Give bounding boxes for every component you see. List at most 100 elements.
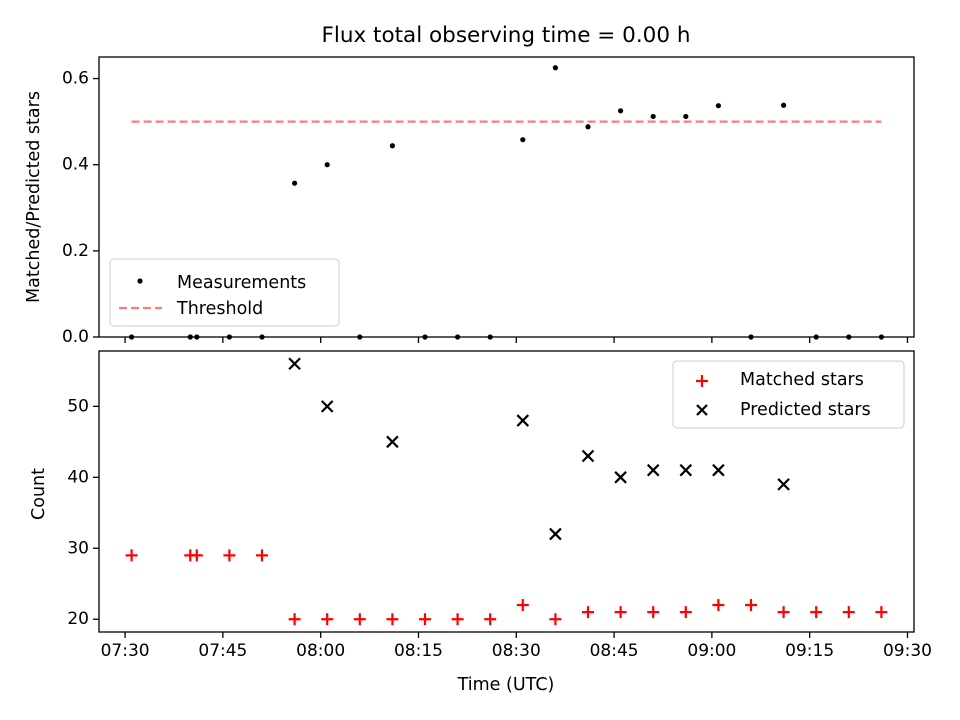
matched-stars-point	[321, 613, 334, 626]
bottom-y-axis-label: Count	[29, 468, 49, 520]
matched-stars-point	[810, 606, 823, 619]
matched-stars-point	[614, 606, 627, 619]
predicted-stars-point	[549, 527, 562, 541]
chart-title: Flux total observing time = 0.00 h	[322, 23, 691, 48]
top-y-axis-label: Matched/Predicted stars	[24, 91, 44, 303]
bottom-y-tick-label: 50	[67, 396, 89, 416]
predicted-stars-point	[679, 463, 693, 477]
top-axes: 0.0 0.2 0.4 0.6 Matched/Predicted stars Mea…	[24, 56, 915, 347]
bottom-plot-frame	[98, 350, 915, 633]
legend-measurements-marker	[137, 278, 143, 284]
measurement-point	[422, 334, 428, 340]
predicted-stars-point	[614, 471, 627, 484]
bottom-y-tick-label: 20	[67, 609, 89, 629]
matched-stars-point	[256, 549, 268, 562]
measurement-point	[683, 113, 689, 120]
matched-stars-point	[582, 606, 594, 619]
top-y-tick-label: 0.4	[62, 155, 89, 175]
measurement-point	[357, 334, 363, 340]
x-tick-label-09-00: 09:00	[687, 641, 736, 661]
measurement-point	[748, 334, 754, 340]
legend-matched-marker	[696, 375, 708, 387]
x-tick-label-08-00: 08:00	[296, 641, 345, 661]
measurement-point	[259, 334, 265, 340]
bottom-y-ticks: 20 30 40 50	[67, 396, 99, 629]
top-y-tick-label: 0.2	[62, 241, 89, 261]
top-y-ticks: 0.0 0.2 0.4 0.6	[62, 69, 99, 347]
measurement-point	[650, 113, 656, 120]
bottom-y-tick-label: 30	[67, 538, 89, 558]
x-tick-label-09-15: 09:15	[785, 641, 834, 661]
predicted-stars-point	[646, 463, 660, 477]
measurement-point	[187, 334, 193, 340]
x-tick-label-08-15: 08:15	[394, 641, 443, 661]
bottom-x-ticks: 07:30 07:45 08:00 08:15 08:30 08:45 09:00 09:15…	[101, 632, 932, 661]
matched-stars-point	[419, 613, 431, 626]
matched-stars-point	[125, 549, 138, 562]
bottom-plot-marks	[125, 357, 888, 626]
legend-threshold-label: Threshold	[176, 299, 263, 319]
matched-stars-point	[679, 606, 692, 619]
predicted-stars-point	[712, 463, 725, 477]
measurement-point	[487, 334, 493, 340]
matched-stars-point	[190, 549, 203, 562]
measurement-point	[846, 334, 852, 340]
measurement-point	[292, 180, 298, 186]
measurement-point	[389, 143, 395, 149]
measurement-point	[781, 102, 787, 108]
predicted-stars-point	[777, 478, 790, 491]
measurement-point	[226, 334, 232, 340]
x-tick-label-08-45: 08:45	[590, 641, 639, 661]
x-tick-label-07-45: 07:45	[198, 641, 247, 661]
measurement-point	[813, 334, 819, 340]
predicted-stars-point	[386, 435, 399, 449]
top-legend: Measurements Threshold	[109, 258, 340, 327]
top-plot-marks	[129, 65, 885, 340]
measurement-point	[618, 108, 624, 114]
top-y-tick-label: 0.6	[62, 69, 89, 89]
measurement-point	[878, 334, 885, 340]
x-axis-label: Time (UTC)	[457, 675, 555, 695]
matched-stars-point	[516, 599, 529, 612]
bottom-y-tick-label: 40	[67, 467, 89, 487]
predicted-stars-point	[516, 414, 530, 427]
measurement-point	[455, 334, 461, 340]
matched-stars-point	[647, 606, 660, 619]
measurement-point	[324, 162, 330, 168]
matched-stars-point	[386, 613, 399, 626]
top-plot-frame	[98, 56, 915, 338]
legend-predicted-label: Predicted stars	[740, 400, 871, 420]
bottom-legend: Matched stars Predicted stars	[672, 360, 905, 429]
matched-stars-point	[777, 606, 790, 619]
matched-stars-point	[484, 613, 497, 626]
matched-stars-point	[745, 599, 757, 612]
legend-predicted-marker	[696, 404, 708, 416]
predicted-stars-point	[581, 449, 595, 463]
top-x-ticks	[124, 337, 909, 343]
predicted-stars-point	[320, 400, 334, 413]
measurement-point	[194, 334, 200, 340]
legend-measurements-label: Measurements	[177, 273, 306, 293]
matched-stars-point	[288, 613, 301, 626]
measurement-point	[715, 103, 722, 109]
top-y-tick-label: 0.0	[62, 327, 89, 347]
matched-stars-point	[712, 599, 725, 612]
measurement-point	[585, 124, 591, 130]
x-tick-label-07-30: 07:30	[101, 641, 150, 661]
matched-stars-point	[353, 613, 366, 626]
top-legend-box	[109, 258, 340, 327]
matched-stars-point	[549, 613, 562, 626]
matched-stars-point	[223, 549, 236, 562]
bottom-legend-box	[672, 360, 905, 429]
x-tick-label-09-30: 09:30	[883, 641, 932, 661]
matched-stars-point	[842, 606, 855, 619]
measurement-point	[129, 334, 135, 340]
predicted-stars-point	[288, 357, 301, 371]
measurement-point	[520, 137, 526, 143]
matched-stars-point	[875, 606, 888, 619]
x-tick-label-08-30: 08:30	[492, 641, 541, 661]
legend-matched-label: Matched stars	[740, 370, 864, 390]
matched-stars-point	[451, 613, 464, 626]
